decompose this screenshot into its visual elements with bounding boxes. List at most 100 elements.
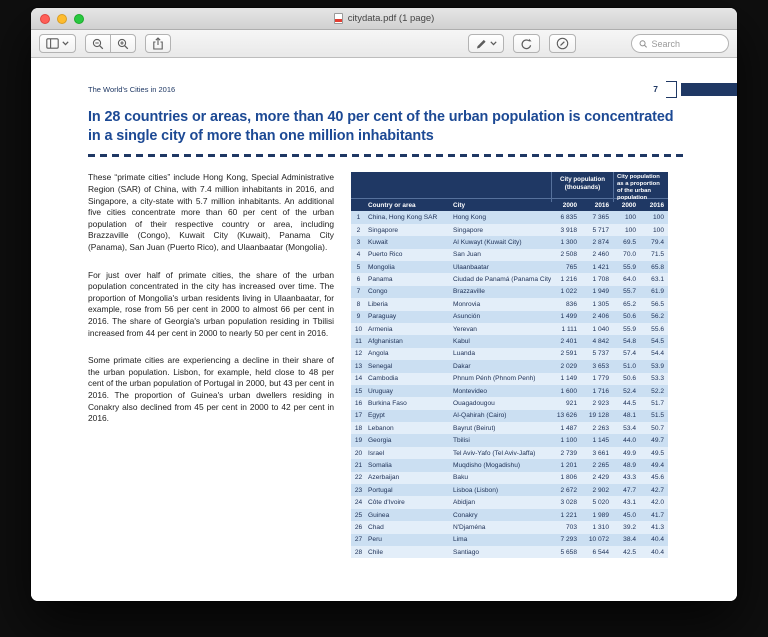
table-cell: 55.9 <box>623 325 636 333</box>
table-cell: 48.9 <box>623 461 636 469</box>
table-cell: Panama <box>368 276 393 284</box>
table-cell: 703 <box>565 523 577 531</box>
table-cell: 1 310 <box>592 523 609 531</box>
table-row: 1 China, Hong Kong SAR Hong Kong 6 835 7 365… <box>351 211 668 224</box>
table-cell: 4 842 <box>592 338 609 346</box>
table-row: 5 Mongolia Ulaanbaatar 765 1 421 55.9 65.8 <box>351 261 668 274</box>
table-row: 2 Singapore Singapore 3 918 5 717 100 100 <box>351 223 668 237</box>
column-header-prop-2016: 2016 <box>649 201 664 209</box>
table-cell: 7 <box>356 288 361 296</box>
table-cell: 9 <box>356 313 361 321</box>
table-row: 22 Azerbaijan Baku 1 806 2 429 43.3 45.6 <box>351 471 668 485</box>
table-cell: 7 365 <box>592 214 609 222</box>
table-cell: 56.2 <box>651 313 664 321</box>
chevron-down-icon <box>62 41 69 46</box>
window-title: citydata.pdf (1 page) <box>333 13 434 24</box>
titlebar[interactable]: citydata.pdf (1 page) <box>31 8 737 30</box>
table-cell: 6 <box>356 276 361 284</box>
share-button[interactable] <box>145 34 171 53</box>
table-cell: 55.9 <box>623 263 636 271</box>
table-cell: Côte d'Ivoire <box>368 499 405 507</box>
minimize-window-button[interactable] <box>57 14 67 24</box>
table-cell: 51.0 <box>623 362 636 370</box>
table-cell: 61.9 <box>651 288 664 296</box>
table-cell: 12 <box>354 350 363 358</box>
table-cell: 27 <box>354 536 363 544</box>
table-cell: 2 <box>356 226 361 234</box>
table-cell: Singapore <box>368 226 399 234</box>
table-cell: 100 <box>652 226 664 234</box>
body-text-column: These “primate cities” include Hong Kong… <box>88 172 334 558</box>
pdf-scroll-area[interactable]: The World's Cities in 2016 7 In 28 count… <box>31 58 737 601</box>
table-row: 24 Côte d'Ivoire Abidjan 3 028 5 020 43.1 42.0 <box>351 496 668 509</box>
rotate-button[interactable] <box>513 34 540 53</box>
table-row: 7 Congo Brazzaville 1 022 1 949 55.7 61.9 <box>351 285 668 299</box>
table-cell: Senegal <box>368 362 393 370</box>
table-cell: Yerevan <box>453 325 477 333</box>
table-cell: 1 201 <box>560 461 577 469</box>
table-cell: 2 406 <box>592 313 609 321</box>
table-cell: 2 923 <box>592 399 609 407</box>
paragraph: These “primate cities” include Hong Kong… <box>88 172 334 252</box>
zoom-in-button[interactable] <box>110 34 136 53</box>
table-cell: Chile <box>368 548 384 556</box>
magnifier-plus-icon <box>117 38 129 49</box>
share-icon <box>153 37 163 50</box>
table-row: 14 Cambodia Phnum Pénh (Phnom Penh) 1 149 1 … <box>351 372 668 385</box>
table-cell: 14 <box>354 375 363 383</box>
table-cell: Al Kuwayt (Kuwait City) <box>453 238 522 246</box>
running-header-title: The World's Cities in 2016 <box>88 84 176 94</box>
table-cell: 52.4 <box>623 387 636 395</box>
table-cell: Kuwait <box>368 238 388 246</box>
table-row: 11 Afghanistan Kabul 2 401 4 842 54.8 54.5 <box>351 335 668 348</box>
table-cell: Santiago <box>453 548 480 556</box>
table-cell: 65.2 <box>623 300 636 308</box>
table-cell: Luanda <box>453 350 476 358</box>
table-cell: 44.5 <box>623 399 636 407</box>
table-cell: 5 <box>356 263 361 271</box>
search-input[interactable] <box>651 38 721 49</box>
table-cell: Lisboa (Lisbon) <box>453 486 499 494</box>
column-header-city: City <box>453 201 466 209</box>
table-cell: Egypt <box>368 412 385 420</box>
column-header-country: Country or area <box>368 201 416 209</box>
fullscreen-window-button[interactable] <box>74 14 84 24</box>
table-cell: 15 <box>354 387 363 395</box>
highlight-button[interactable] <box>468 34 504 53</box>
table-cell: Ulaanbaatar <box>453 263 489 271</box>
table-cell: 51.7 <box>651 399 664 407</box>
close-window-button[interactable] <box>40 14 50 24</box>
table-cell: Abidjan <box>453 499 475 507</box>
table-row: 15 Uruguay Montevideo 1 600 1 716 52.4 52.2 <box>351 384 668 398</box>
table-cell: 17 <box>354 412 363 420</box>
table-cell: 2 429 <box>592 474 609 482</box>
table-cell: 1 989 <box>592 511 609 519</box>
table-cell: 1 149 <box>560 375 577 383</box>
table-row: 26 Chad N'Djaména 703 1 310 39.2 41.3 <box>351 521 668 534</box>
table-cell: 41.3 <box>651 523 664 531</box>
table-cell: 2 874 <box>592 238 609 246</box>
table-cell: 65.8 <box>651 263 664 271</box>
search-field[interactable] <box>631 34 729 53</box>
table-cell: 2 029 <box>560 362 577 370</box>
table-cell: 11 <box>355 338 362 346</box>
table-cell: 3 <box>356 238 361 246</box>
markup-toolbar-button[interactable] <box>549 34 576 53</box>
table-cell: 1 499 <box>560 313 577 321</box>
table-cell: 1 221 <box>560 511 577 519</box>
zoom-out-button[interactable] <box>85 34 111 53</box>
table-cell: 1 022 <box>560 288 577 296</box>
magnifier-minus-icon <box>92 38 104 49</box>
page-number: 7 <box>653 84 658 94</box>
table-cell: 1 040 <box>592 325 609 333</box>
table-row: 3 Kuwait Al Kuwayt (Kuwait City) 1 300 2 874… <box>351 236 668 249</box>
table-cell: 7 293 <box>560 536 577 544</box>
view-menu-button[interactable] <box>39 34 76 53</box>
table-cell: Monrovia <box>453 300 481 308</box>
group-header-population: City population (thousands) <box>551 172 613 203</box>
table-cell: 2 672 <box>560 486 577 494</box>
table-cell: Lebanon <box>368 424 394 432</box>
table-cell: 1 421 <box>592 263 609 271</box>
table-cell: Puerto Rico <box>368 251 403 259</box>
table-cell: Ouagadougou <box>453 399 495 407</box>
